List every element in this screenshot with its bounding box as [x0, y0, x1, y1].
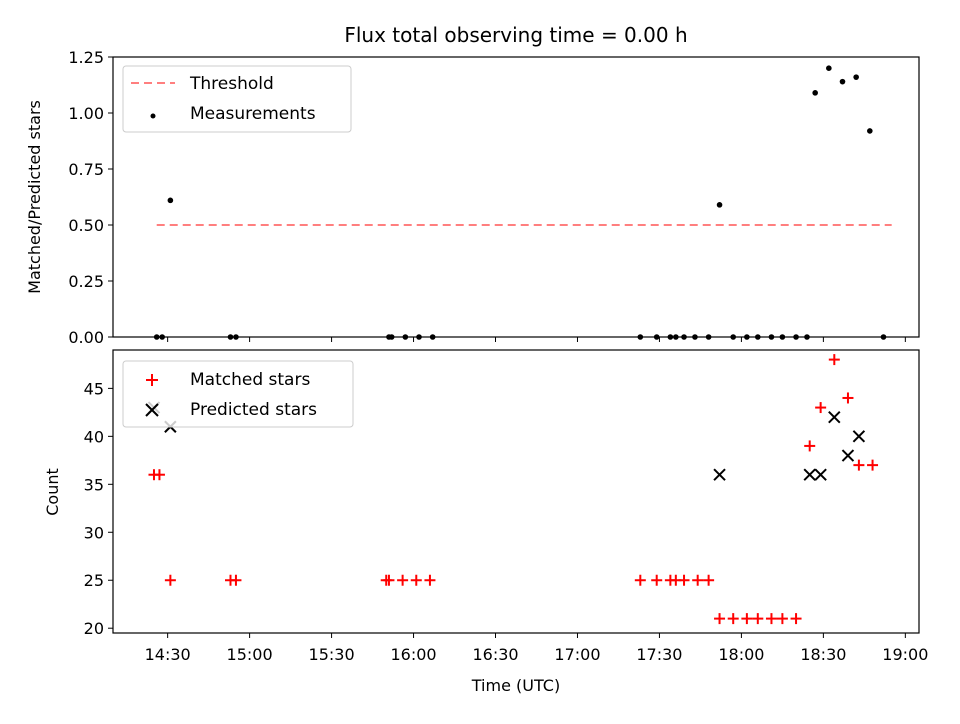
matched-star-point [790, 613, 802, 625]
legend-matched-swatch [146, 374, 158, 386]
predicted-star-point [841, 449, 855, 462]
matched-star-point [410, 574, 422, 586]
matched-star-point [651, 574, 663, 586]
bottom-y-tick-label: 35 [84, 475, 104, 494]
matched-star-point [678, 574, 690, 586]
bottom-y-tick-label: 40 [84, 427, 104, 446]
top-legend: Threshold Measurements [122, 65, 352, 133]
bottom-y-tick-label: 20 [84, 619, 104, 638]
predicted-star-point [814, 468, 827, 481]
matched-star-point [703, 574, 715, 586]
legend-predicted-swatch [145, 403, 159, 417]
matched-star-point [741, 613, 753, 625]
bottom-panel: 20 25 30 35 40 45 14:30 15:00 15:30 16:00 16:30 17… [43, 349, 928, 695]
bottom-y-tick-label: 45 [84, 379, 104, 398]
bottom-plot-frame [112, 349, 920, 634]
x-tick-label: 16:00 [390, 645, 436, 664]
top-y-tick-label: 0.00 [68, 328, 104, 347]
top-plot-frame [112, 56, 920, 338]
matched-star-point [164, 574, 176, 586]
bottom-legend-box [122, 360, 354, 428]
measurement-point [812, 90, 818, 96]
top-y-tick-label: 0.75 [68, 160, 104, 179]
measurement-point [839, 78, 846, 85]
x-tick-label: 14:30 [145, 645, 191, 664]
top-y-tick-label: 0.50 [68, 216, 104, 235]
top-y-tick-label: 0.25 [68, 272, 104, 291]
matched-star-point [842, 392, 854, 404]
bottom-y-axis-label: Count [43, 468, 62, 516]
matched-star-point [752, 613, 764, 625]
legend-measurements-swatch [150, 113, 156, 119]
bottom-y-tick-label: 25 [84, 571, 104, 590]
bottom-y-tick-label: 30 [84, 523, 104, 542]
matched-star-point [727, 613, 739, 625]
top-panel: 0.00 0.25 0.50 0.75 1.00 1.25 Matched/Predict… [25, 48, 920, 347]
predicted-star-point [852, 430, 866, 443]
matched-star-point [634, 574, 646, 586]
bottom-legend: Matched stars Predicted stars [122, 360, 354, 428]
matched-star-point [383, 574, 395, 586]
legend-matched-label: Matched stars [190, 370, 310, 390]
matched-star-point [153, 469, 165, 481]
matched-star-point [804, 440, 816, 452]
top-y-tick-label: 1.00 [68, 104, 104, 123]
matched-star-point [828, 354, 840, 366]
figure-title: Flux total observing time = 0.00 h [344, 23, 687, 47]
top-y-tick-label: 1.25 [68, 48, 104, 67]
matched-star-point [714, 613, 726, 625]
measurement-point [867, 128, 873, 134]
legend-measurements-label: Measurements [190, 104, 316, 124]
predicted-star-point [828, 410, 841, 424]
matched-star-point [867, 459, 879, 471]
x-tick-label: 18:30 [800, 645, 846, 664]
predicted-star-point [803, 468, 816, 481]
x-tick-label: 17:00 [554, 645, 600, 664]
x-tick-label: 15:30 [309, 645, 355, 664]
x-tick-label: 16:30 [472, 645, 518, 664]
predicted-star-point [713, 468, 726, 481]
top-legend-box [122, 65, 352, 133]
legend-threshold-label: Threshold [189, 74, 274, 94]
x-tick-label: 18:00 [718, 645, 764, 664]
matched-star-point [765, 613, 777, 625]
measurement-point [853, 74, 859, 80]
matched-star-point [692, 574, 704, 586]
matched-star-point [230, 574, 242, 586]
measurement-point [167, 197, 174, 204]
matched-star-point [776, 613, 788, 625]
legend-predicted-label: Predicted stars [190, 400, 317, 420]
measurement-point [826, 65, 832, 71]
measurement-point [716, 202, 723, 208]
x-tick-label: 17:30 [636, 645, 682, 664]
matched-star-point [397, 574, 409, 586]
x-tick-label: 15:00 [227, 645, 273, 664]
top-y-axis-label: Matched/Predicted stars [25, 100, 44, 294]
x-axis-label: Time (UTC) [471, 676, 560, 695]
x-tick-label: 19:00 [882, 645, 928, 664]
matched-star-point [815, 402, 827, 414]
matched-star-point [424, 574, 436, 586]
matched-star-point [853, 459, 865, 471]
